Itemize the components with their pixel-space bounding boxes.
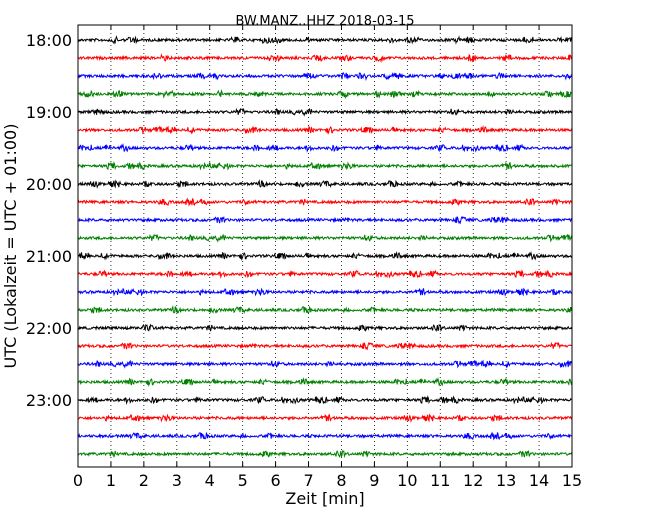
trace-row-21 (77, 413, 572, 423)
trace-row-9 (77, 197, 572, 207)
trace-row-23 (77, 450, 573, 459)
grid-lines (110, 25, 540, 467)
y-tick-label: 20:00 (26, 175, 72, 194)
chart-title: BW.MANZ..HHZ 2018-03-15 (235, 14, 414, 29)
x-tick-label: 8 (336, 471, 346, 490)
trace-row-11 (77, 233, 573, 243)
trace-row-1 (77, 53, 573, 64)
trace-row-0 (77, 35, 573, 45)
trace-row-5 (77, 125, 573, 136)
trace-row-18 (77, 359, 573, 369)
trace-row-20 (77, 395, 573, 405)
trace-row-22 (77, 431, 572, 441)
x-tick-label: 6 (271, 471, 281, 490)
x-tick-label: 15 (562, 471, 582, 490)
trace-row-19 (77, 377, 573, 388)
trace-row-10 (77, 215, 573, 225)
trace-row-2 (77, 71, 573, 82)
trace-row-15 (77, 305, 573, 315)
x-tick-label: 1 (106, 471, 116, 490)
y-tick-label: 21:00 (26, 247, 72, 266)
x-axis-label: Zeit [min] (285, 489, 364, 508)
trace-row-14 (77, 287, 573, 297)
trace-row-16 (77, 323, 573, 333)
x-tick-label: 9 (369, 471, 379, 490)
x-tick-label: 3 (172, 471, 182, 490)
x-tick-label: 10 (397, 471, 417, 490)
x-tick-label: 2 (139, 471, 149, 490)
x-tick-label: 11 (430, 471, 450, 490)
y-tick-label: 18:00 (26, 31, 72, 50)
y-tick-label: 23:00 (26, 391, 72, 410)
x-tick-label: 4 (205, 471, 215, 490)
trace-row-12 (77, 251, 573, 262)
x-tick-label: 14 (529, 471, 549, 490)
y-tick-label: 22:00 (26, 319, 72, 338)
trace-row-7 (77, 161, 572, 171)
x-axis-ticks: 0 1 2 3 4 5 6 7 8 9 10 11 12 13 14 15 (73, 25, 582, 490)
trace-row-4 (77, 107, 572, 117)
trace-row-3 (77, 88, 572, 100)
trace-row-13 (77, 269, 573, 279)
x-tick-label: 7 (303, 471, 313, 490)
trace-row-17 (77, 341, 572, 351)
traces (77, 35, 573, 459)
trace-row-8 (77, 179, 573, 189)
y-tick-label: 19:00 (26, 103, 72, 122)
x-tick-label: 5 (238, 471, 248, 490)
trace-row-6 (77, 143, 572, 153)
plot-frame (77, 24, 573, 468)
x-tick-label: 12 (463, 471, 483, 490)
y-axis-label: UTC (Lokalzeit = UTC + 01:00) (1, 124, 20, 369)
x-tick-label: 0 (73, 471, 83, 490)
x-tick-label: 13 (496, 471, 516, 490)
y-axis-ticks: 18:00 19:00 20:00 21:00 22:00 23:00 (26, 31, 83, 410)
